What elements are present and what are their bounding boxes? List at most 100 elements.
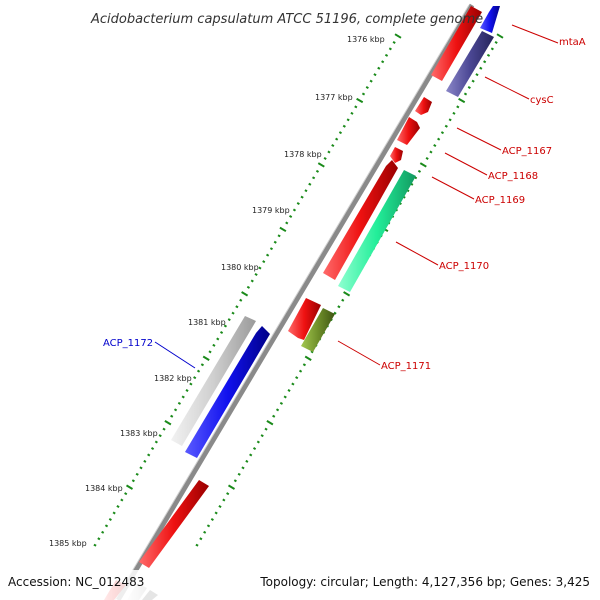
gene-label-acp-1172[interactable]: ACP_1172: [103, 338, 153, 349]
inner-tick-mark: [220, 331, 224, 334]
inner-tick-mark: [101, 530, 105, 534]
kbp-label: 1377 kbp: [315, 93, 353, 102]
kbp-label: 1381 kbp: [188, 318, 226, 327]
gene-label-acp-1171[interactable]: ACP_1171: [381, 361, 431, 372]
inner-tick-mark: [173, 408, 178, 412]
outer-tick-mark: [486, 53, 491, 57]
inner-tick-mark: [381, 60, 385, 64]
inner-tick-mark: [312, 176, 316, 180]
inner-tick-mark: [93, 543, 97, 547]
inner-tick-mark: [147, 453, 151, 457]
feature-acp-1168[interactable]: [390, 147, 403, 163]
inner-tick-mark: [346, 118, 350, 122]
inner-tick-mark: [181, 395, 185, 399]
inner-tick-mark: [323, 156, 327, 160]
outer-tick-mark: [483, 60, 487, 64]
outer-tick-mark: [241, 466, 245, 470]
inner-tick-mark: [131, 479, 135, 483]
feature-acp-1170[interactable]: [338, 170, 416, 292]
outer-tick-mark: [249, 453, 253, 457]
tick-layer: [93, 33, 504, 547]
inner-tick-mark: [285, 221, 289, 225]
inner-tick-mark: [361, 92, 366, 96]
outer-tick-mark: [260, 434, 264, 438]
gene-label-acp-1170[interactable]: ACP_1170: [439, 261, 489, 272]
inner-tick-mark: [164, 420, 172, 426]
gene-label-acp-1168[interactable]: ACP_1168: [488, 171, 538, 182]
inner-tick-mark: [350, 111, 354, 115]
kbp-label: 1383 kbp: [120, 429, 158, 438]
pointer-line-acp-1172: [154, 341, 196, 369]
outer-tick-mark: [245, 459, 249, 463]
outer-tick-mark: [237, 472, 241, 476]
gene-label-mtaA[interactable]: mtaA: [559, 37, 586, 48]
outer-tick-mark: [333, 311, 337, 315]
inner-tick-mark: [227, 318, 231, 322]
outer-tick-mark: [479, 66, 483, 70]
outer-tick-mark: [337, 305, 341, 309]
feature-mtaA-blue[interactable]: [480, 6, 500, 33]
feature-acp-1171-red[interactable]: [288, 298, 321, 340]
feature-acp-1172[interactable]: [185, 326, 270, 458]
inner-tick-mark: [202, 355, 210, 361]
feature-mtaA-red[interactable]: [431, 6, 482, 81]
feature-acp-1172-grey[interactable]: [171, 316, 256, 446]
inner-tick-mark: [116, 505, 120, 509]
kbp-label: 1379 kbp: [252, 206, 290, 215]
inner-tick-mark: [212, 343, 216, 347]
inner-tick-mark: [388, 47, 392, 51]
inner-tick-mark: [150, 447, 155, 451]
inner-tick-mark: [250, 279, 254, 283]
inner-tick-mark: [143, 459, 147, 463]
outer-tick-mark: [264, 427, 268, 431]
pointer-line-mtaA: [511, 24, 559, 44]
outer-tick-mark: [199, 537, 203, 541]
outer-tick-mark: [440, 131, 445, 135]
feature-acp-1169[interactable]: [323, 160, 398, 280]
outer-tick-mark: [203, 530, 207, 534]
outer-tick-mark: [343, 291, 351, 297]
inner-tick-mark: [342, 124, 346, 128]
inner-tick-mark: [120, 498, 124, 502]
outer-tick-mark: [256, 440, 260, 444]
inner-tick-mark: [139, 466, 143, 470]
outer-tick-mark: [302, 363, 307, 367]
inner-tick-mark: [241, 291, 249, 297]
gene-label-acp-1169[interactable]: ACP_1169: [475, 195, 525, 206]
outer-tick-mark: [218, 505, 222, 509]
outer-tick-mark: [210, 517, 214, 521]
inner-tick-mark: [335, 137, 339, 141]
kbp-label: 1380 kbp: [221, 263, 259, 272]
inner-tick-mark: [327, 150, 331, 154]
inner-tick-mark: [392, 40, 396, 44]
inner-tick-mark: [384, 53, 389, 57]
inner-tick-mark: [262, 260, 266, 264]
feature-acp-1167-b[interactable]: [397, 117, 420, 145]
outer-tick-mark: [287, 389, 291, 392]
outer-tick-mark: [279, 401, 283, 405]
pointer-line-acp-1167: [456, 127, 502, 151]
feature-cysC[interactable]: [446, 31, 494, 97]
inner-tick-mark: [124, 492, 128, 496]
gene-label-acp-1167[interactable]: ACP_1167: [502, 146, 552, 157]
feature-acp-1167-a[interactable]: [415, 97, 432, 115]
inner-tick-mark: [193, 376, 197, 380]
inner-tick-mark: [246, 285, 251, 289]
inner-tick-mark: [394, 33, 402, 39]
feature-inner-red-lower[interactable]: [139, 480, 209, 568]
feature-acp-1171[interactable]: [301, 308, 335, 352]
outer-tick-mark: [467, 86, 471, 90]
outer-tick-mark: [252, 447, 257, 451]
pointer-line-cysC: [484, 76, 530, 100]
outer-tick-mark: [456, 105, 460, 109]
outer-tick-mark: [444, 124, 448, 128]
gene-label-cysC[interactable]: cysC: [530, 95, 554, 106]
outer-tick-mark: [233, 479, 237, 483]
pointer-line-acp-1171: [337, 340, 381, 366]
outer-tick-mark: [475, 73, 479, 77]
inner-tick-mark: [308, 182, 312, 186]
outer-tick-mark: [494, 40, 498, 44]
outer-tick-mark: [437, 137, 441, 141]
kbp-label: 1378 kbp: [284, 150, 322, 159]
